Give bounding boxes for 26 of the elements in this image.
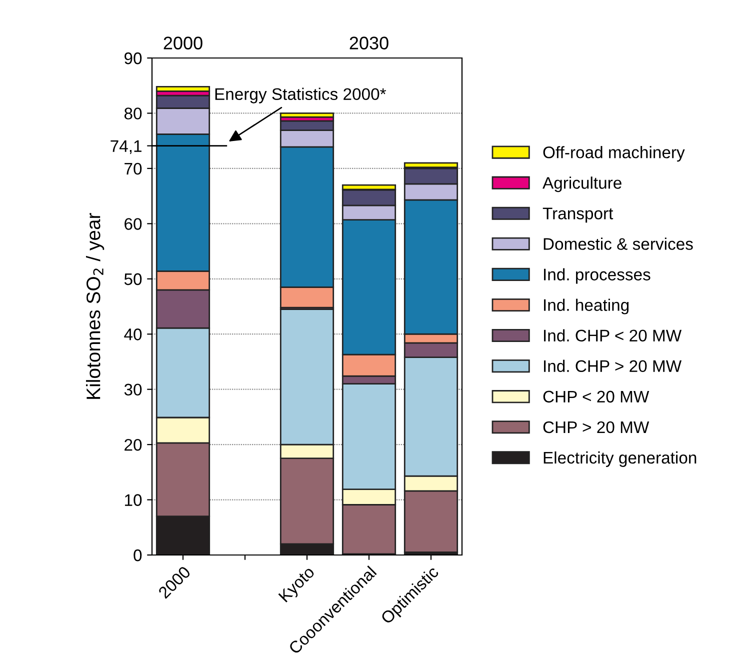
text: 2000 [164,36,202,50]
y-tick-label: 40 [124,328,142,340]
y-tick-label: 74,1 [110,140,142,154]
y-tick-label: 0 [134,549,142,562]
text: 2030 [350,36,388,50]
legend-label: Domestic & services [544,238,693,250]
legend-label: Agriculture [542,176,622,192]
y-tick-label: 80 [124,108,142,120]
legend-label: Transport [542,208,614,223]
legend-label: Ind. CHP > 20 MW [544,360,682,372]
ref-line-label: Energy Statistics 2000* [215,88,386,104]
legend-label: CHP > 20 MW [543,421,650,434]
legend-label: Electricity generation [544,451,696,467]
legend-label: Ind. CHP < 20 MW [544,329,682,342]
y-axis-title: Kilotonnes SO$_{2}$ / year [86,213,104,399]
y-tick-label: 90 [124,52,142,64]
y-tick-label: 10 [125,494,142,506]
legend-label: CHP < 20 MW [543,390,650,403]
legend-label: Ind. processes [544,268,650,284]
y-tick-label: 70 [124,162,142,175]
y-tick-label: 50 [124,273,142,286]
y-tick-label: 20 [124,438,142,451]
legend-label: Ind. heating [544,298,629,314]
y-tick-label: 30 [124,384,142,396]
legend-label: Off-road machinery [543,146,685,162]
y-tick-label: 60 [124,218,142,230]
